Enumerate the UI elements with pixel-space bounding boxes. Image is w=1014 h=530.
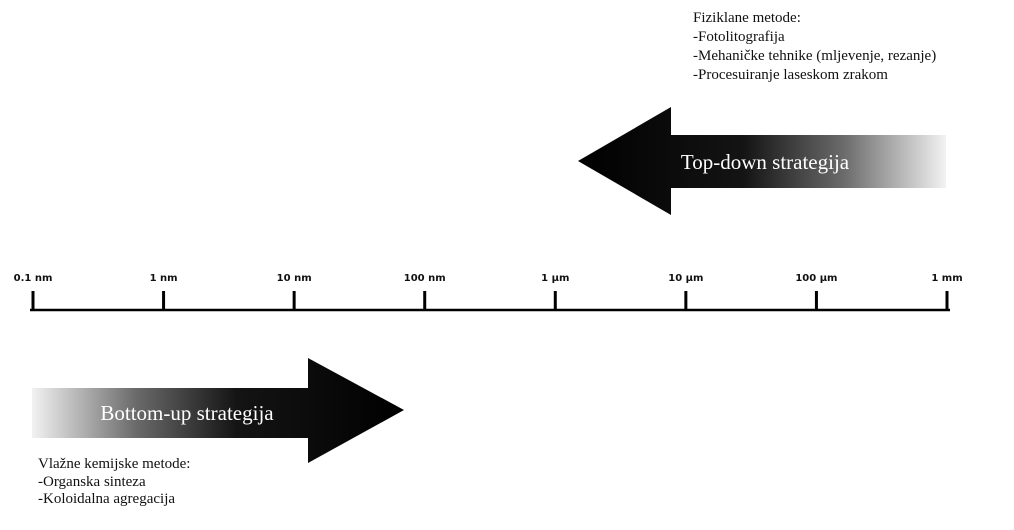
scale-tick-label: 1 µm — [541, 273, 569, 284]
top-down-label: Top-down strategija — [681, 150, 850, 174]
top-down-methods-note: Fiziklane metode: -Fotolitografija -Meha… — [693, 9, 936, 85]
scale-tick-label: 0.1 nm — [14, 273, 53, 284]
top-down-methods-title: Fiziklane metode: — [693, 10, 801, 26]
bottom-up-label: Bottom-up strategija — [100, 401, 274, 425]
top-down-method-item: -Procesuiranje laseskom zrakom — [693, 67, 888, 83]
bottom-up-method-item: -Organska sinteza — [38, 473, 146, 490]
bottom-up-arrow — [32, 358, 404, 463]
scale-tick-label: 10 µm — [668, 273, 703, 284]
bottom-up-methods-note: Vlažne kemijske metode: -Organska sintez… — [38, 456, 190, 509]
top-down-method-item: -Fotolitografija — [693, 29, 785, 45]
scale-tick-label: 100 µm — [795, 273, 837, 284]
scale-tick-label: 10 nm — [277, 273, 312, 284]
top-down-arrow — [578, 107, 946, 215]
bottom-up-methods-title: Vlažne kemijske metode: — [38, 456, 191, 472]
scale-tick-label: 1 mm — [931, 273, 962, 284]
scale-tick-label: 100 nm — [404, 273, 446, 284]
top-down-method-item: -Mehaničke tehnike (mljevenje, rezanje) — [693, 48, 937, 64]
scale-tick-label: 1 nm — [150, 273, 178, 284]
bottom-up-method-item: -Koloidalna agregacija — [38, 491, 176, 507]
scale-axis: 0.1 nm 1 nm 10 nm 100 nm 1 µm 10 µm 100 µm 1 mm — [14, 273, 963, 312]
